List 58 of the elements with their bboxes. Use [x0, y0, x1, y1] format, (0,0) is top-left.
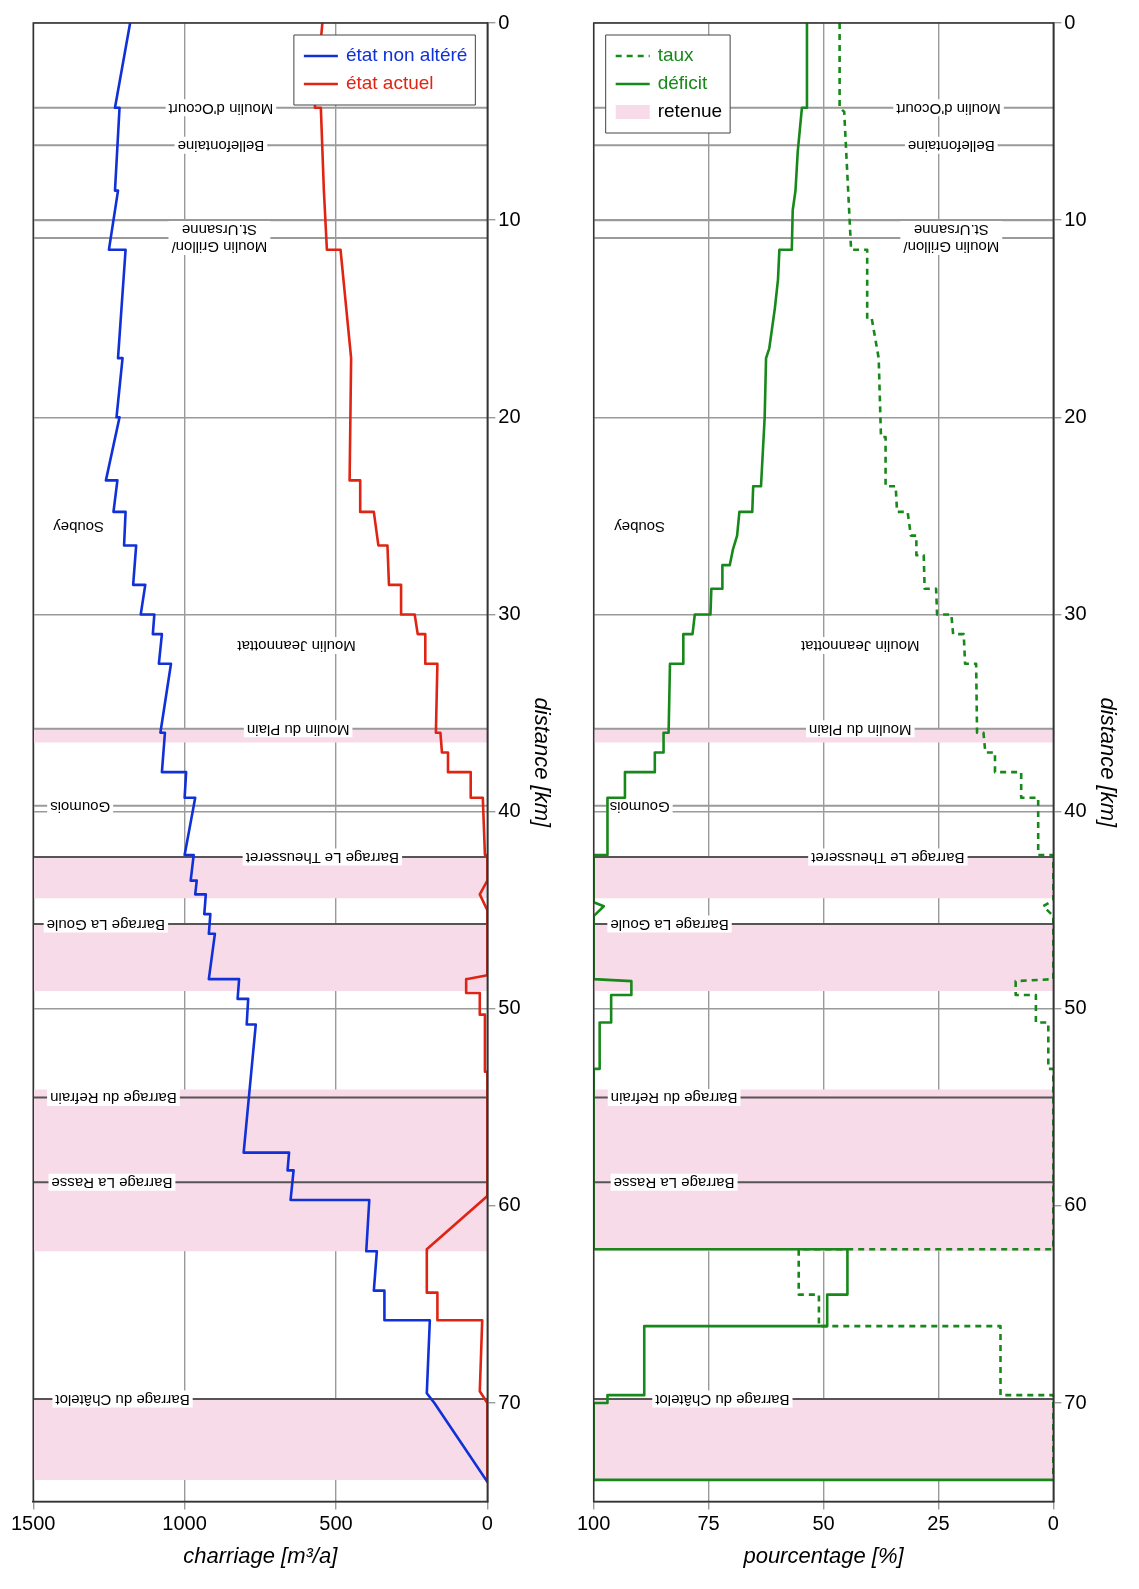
x-tick-label: 50	[812, 1512, 835, 1535]
annotation: Barrage du Refrain	[610, 1090, 738, 1108]
annotation: Barrage du Refrain	[50, 1090, 177, 1108]
y-tick-label: 30	[498, 601, 521, 624]
annotation: Barrage du Châtelot	[54, 1391, 190, 1409]
y-tick-label: 0	[1064, 10, 1076, 33]
x-axis-title: charriage [m³/a]	[183, 1542, 339, 1568]
annotation: Soubey	[613, 518, 666, 536]
y-tick-label: 10	[1064, 207, 1087, 230]
annotation: Bellefontaine	[907, 138, 995, 156]
annotation: Moulin Grillon/ St.Ursanne	[170, 222, 268, 257]
legend-label: état non altéré	[345, 44, 468, 66]
y-tick-label: 30	[1064, 601, 1087, 624]
annotation: Moulin d'Ocourt	[167, 100, 274, 118]
annotation: Barrage La Rasse	[51, 1175, 173, 1193]
legend-label: déficit	[657, 72, 709, 94]
annotation: Moulin d'Ocourt	[895, 100, 1001, 118]
y-tick-label: 40	[498, 799, 521, 822]
annotation: Barrage La Rasse	[613, 1175, 735, 1193]
legend-label: état actuel	[345, 72, 434, 94]
y-tick-label: 70	[498, 1390, 521, 1413]
y-tick-label: 10	[498, 207, 521, 230]
annotation: Barrage Le Theusseret	[244, 849, 399, 867]
x-tick-label: 1000	[162, 1512, 207, 1535]
y-tick-label: 40	[1064, 799, 1087, 822]
y-tick-label: 50	[1064, 996, 1087, 1019]
annotation: Barrage La Goule	[610, 916, 729, 934]
annotation: Moulin Jeannottat	[236, 638, 356, 656]
y-tick-label: 60	[1064, 1193, 1087, 1216]
y-axis-title: distance [km]	[1095, 697, 1121, 828]
annotation: Goumois	[50, 798, 111, 816]
annotation: Bellefontaine	[177, 138, 265, 156]
x-tick-label: 0	[481, 1512, 493, 1535]
annotation: Moulin du Plain	[246, 721, 350, 739]
annotation: Barrage du Châtelot	[654, 1391, 790, 1409]
annotation: Barrage La Goule	[46, 916, 166, 934]
x-tick-label: 25	[927, 1512, 950, 1535]
y-tick-label: 0	[498, 10, 510, 33]
y-tick-label: 70	[1064, 1390, 1087, 1413]
annotation: Moulin Jeannottat	[800, 638, 920, 656]
x-tick-label: 500	[319, 1512, 353, 1535]
y-tick-label: 20	[498, 404, 521, 427]
y-tick-label: 60	[498, 1193, 521, 1216]
x-tick-label: 75	[697, 1512, 720, 1535]
annotation: Moulin du Plain	[809, 721, 912, 739]
x-tick-label: 100	[577, 1512, 611, 1535]
x-tick-label: 1500	[11, 1512, 56, 1535]
y-tick-label: 50	[498, 996, 521, 1019]
y-axis-title: distance [km]	[529, 697, 555, 828]
legend-label: taux	[657, 44, 695, 66]
legend-label: retenue	[657, 100, 723, 122]
annotation: Soubey	[52, 518, 105, 536]
annotation: Goumois	[609, 798, 670, 816]
annotation: Moulin Grillon/ St.Ursanne	[902, 222, 1000, 257]
x-tick-label: 0	[1047, 1512, 1059, 1535]
x-axis-title: pourcentage [%]	[742, 1542, 905, 1568]
y-tick-label: 20	[1064, 404, 1087, 427]
annotation: Barrage Le Theusseret	[810, 849, 965, 867]
